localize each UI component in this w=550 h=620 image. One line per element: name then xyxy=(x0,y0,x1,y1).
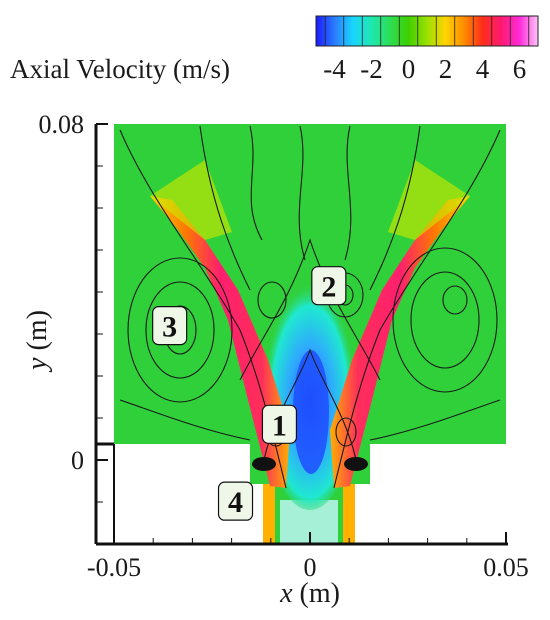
x-axis-title: x (m) xyxy=(279,578,340,609)
colorbar-ticks xyxy=(324,16,530,46)
left-corner-vortex xyxy=(252,457,276,471)
colorbar-gradient xyxy=(315,15,539,47)
x-tick-label: -0.05 xyxy=(87,553,141,582)
y-axis-ticks: 0.08 0 xyxy=(39,110,108,503)
center-core xyxy=(293,350,329,474)
right-jet-tip xyxy=(388,160,470,240)
annotation-label: 1 xyxy=(272,409,287,442)
left-jet xyxy=(150,196,290,488)
right-corner-vortex xyxy=(344,457,368,471)
annotation-box xyxy=(217,481,254,521)
right-jet xyxy=(330,196,470,488)
inlet-right-strip xyxy=(343,484,355,544)
colorbar-tick-label: 0 xyxy=(402,54,416,84)
region-annotation-1: 1 xyxy=(261,404,298,444)
streamlines xyxy=(119,125,501,489)
y-tick-label: 0 xyxy=(71,446,84,475)
colorbar: Axial Velocity (m/s) -4 -2 0 2 4 6 xyxy=(10,15,539,84)
x-axis-ticks: -0.05 0 0.05 xyxy=(87,532,529,582)
region-annotation-4: 4 xyxy=(217,481,254,521)
region-annotation-2: 2 xyxy=(311,266,347,306)
annotation-box xyxy=(311,266,347,306)
colorbar-title: Axial Velocity (m/s) xyxy=(10,54,230,84)
y-axis-title: y (m) xyxy=(22,310,53,373)
left-jet-tip xyxy=(150,160,232,240)
annotation-box xyxy=(261,404,298,444)
colorbar-tick-label: -2 xyxy=(360,54,383,84)
colorbar-tick-label: -4 xyxy=(323,54,346,84)
x-tick-label: 0.05 xyxy=(483,553,529,582)
region-annotation-3: 3 xyxy=(152,306,188,346)
colorbar-tick-labels: -4 -2 0 2 4 6 xyxy=(323,54,526,84)
colorbar-tick-label: 6 xyxy=(513,54,527,84)
region-annotations: 1 2 3 4 xyxy=(152,266,347,521)
inlet-left-strip xyxy=(263,484,275,544)
x-tick-label: 0 xyxy=(304,553,317,582)
annotation-label: 2 xyxy=(321,271,336,304)
annotation-label: 3 xyxy=(162,311,177,344)
colorbar-tick-label: 2 xyxy=(439,54,453,84)
colorbar-tick-label: 4 xyxy=(476,54,490,84)
annotation-box xyxy=(152,306,188,346)
annotation-label: 4 xyxy=(228,486,243,519)
y-tick-label: 0.08 xyxy=(39,110,85,139)
